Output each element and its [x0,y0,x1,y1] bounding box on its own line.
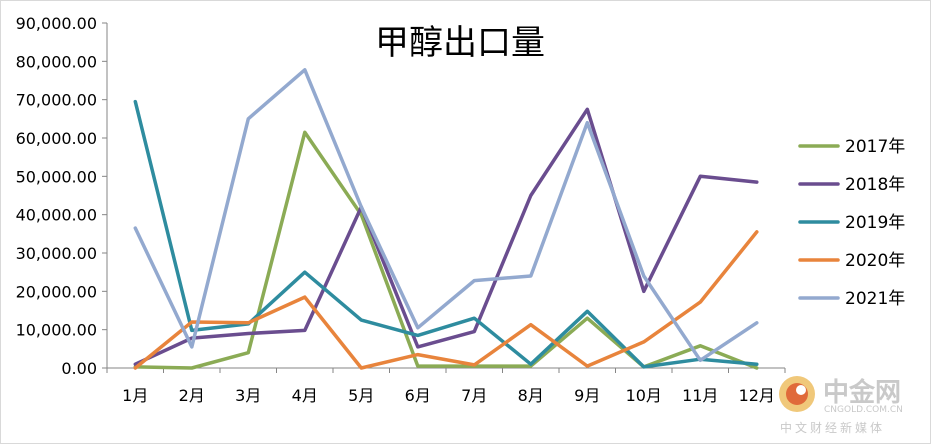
y-tick-label: 90,000.00 [16,14,97,33]
axis-layer: 0.00 10,000.00 20,000.00 30,000.00 40,000.00… [16,14,786,405]
series-line-2017年 [133,130,759,370]
y-tick-label: 40,000.00 [16,206,97,225]
watermark-tagline: 中文财经新媒体 [780,420,885,435]
x-tick-label: 10月 [626,386,662,405]
x-tick-label: 7月 [461,386,487,405]
x-tick-label: 5月 [348,386,374,405]
y-tick-label: 70,000.00 [16,91,97,110]
series-line-2021年 [133,68,759,363]
x-tick-label: 11月 [682,386,718,405]
x-tick-label: 4月 [292,386,318,405]
y-tick-label: 30,000.00 [16,244,97,263]
x-tick-label: 9月 [574,386,600,405]
series-layer [133,68,759,370]
y-tick-label: 60,000.00 [16,129,97,148]
legend-label: 2020年 [845,251,905,271]
series-line-2019年 [133,99,759,369]
watermark: 中金网 CNGOLD.COM.CN 中文财经新媒体 [779,376,903,435]
y-tick-label: 80,000.00 [16,52,97,71]
watermark-brand: 中金网 [823,377,901,408]
legend-label: 2021年 [845,289,905,309]
x-tick-label: 6月 [405,386,431,405]
x-tick-label: 8月 [518,386,544,405]
watermark-domain: CNGOLD.COM.CN [824,405,903,415]
legend: 2017年 2018年 2019年 2020年 2021年 [798,137,905,309]
legend-label: 2019年 [845,213,905,233]
legend-label: 2018年 [845,175,905,195]
y-tick-label: 10,000.00 [16,321,97,340]
legend-label: 2017年 [845,137,905,157]
series-line-2018年 [133,107,759,366]
y-tick-label: 20,000.00 [16,282,97,301]
x-tick-label: 12月 [739,386,775,405]
watermark-logo-icon [779,376,815,412]
series-line-2020年 [133,230,759,370]
y-tick-label: 0.00 [61,359,97,378]
x-tick-label: 3月 [235,386,261,405]
x-tick-label: 1月 [122,386,148,405]
y-tick-label: 50,000.00 [16,167,97,186]
chart-title: 甲醇出口量 [375,23,545,63]
x-tick-label: 2月 [179,386,205,405]
